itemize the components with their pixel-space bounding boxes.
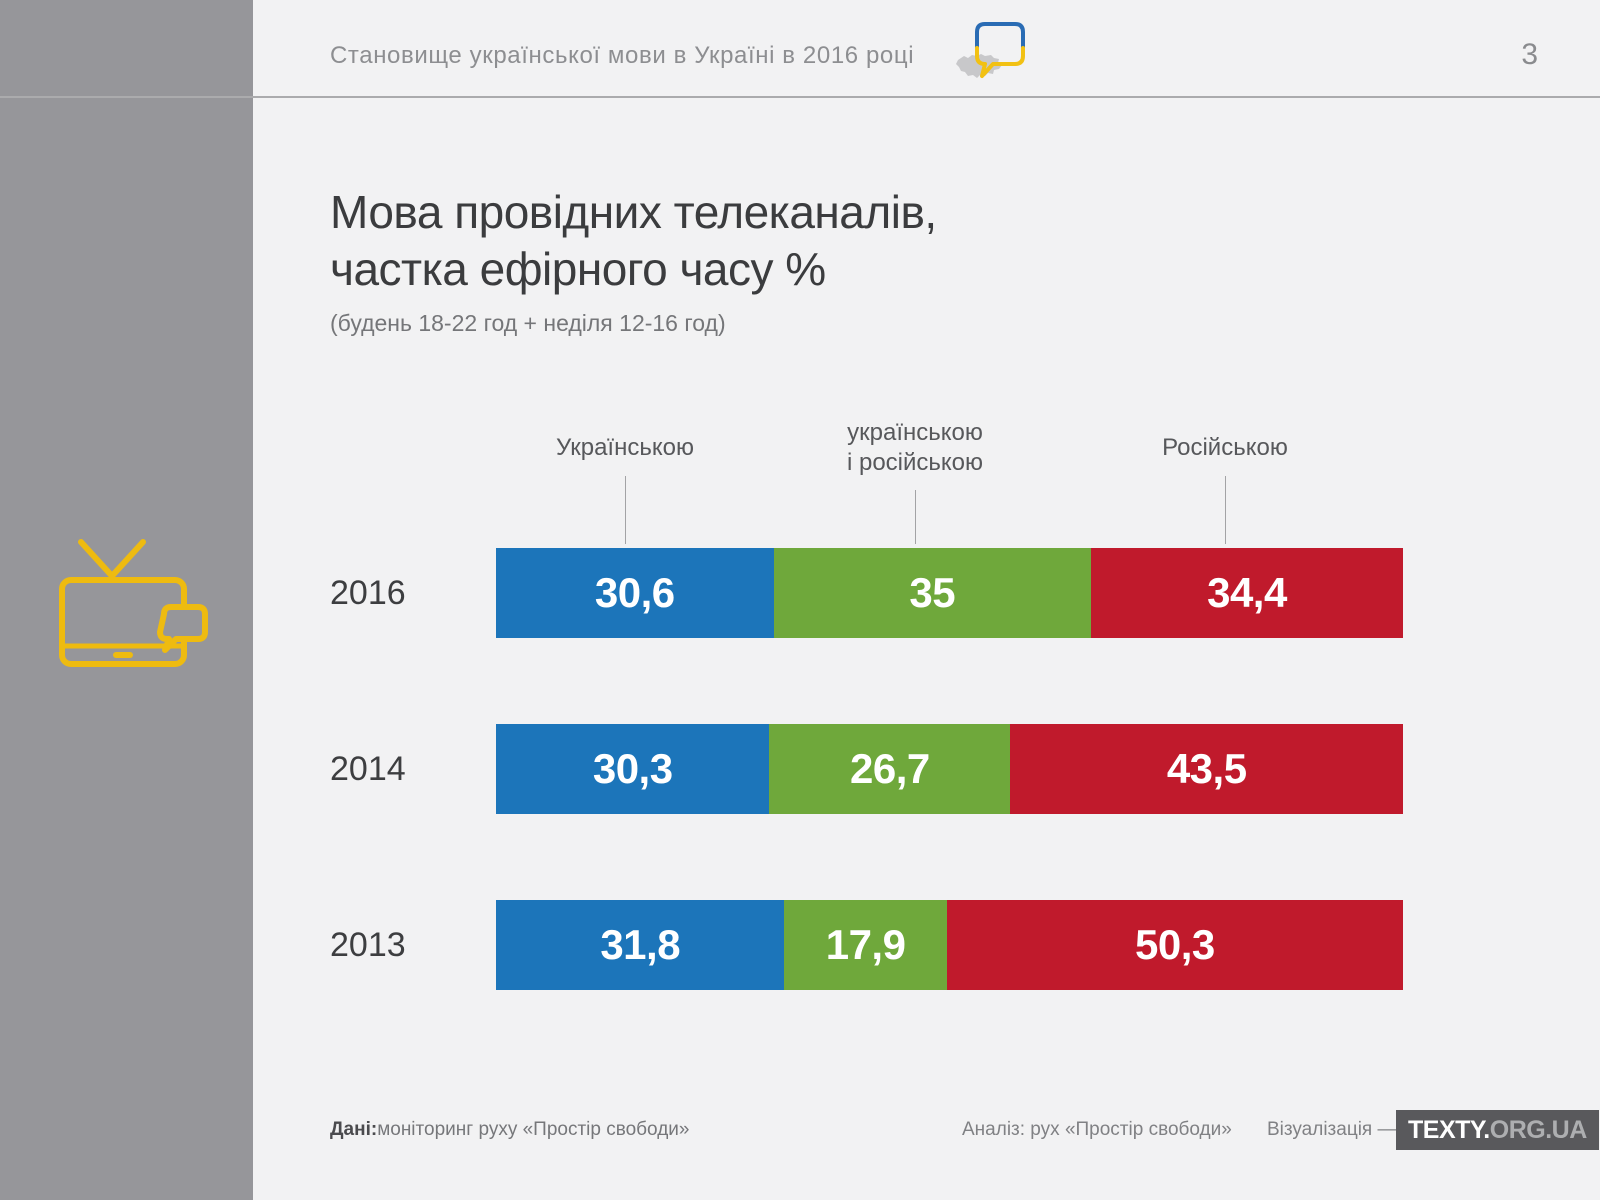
footer-data-label: Дані: [330,1119,378,1140]
bar-segment-1: 26,7 [769,724,1011,814]
bar-row-2016: 2016 30,6 35 34,4 [330,548,1403,638]
bar-value: 31,8 [600,921,681,968]
bar-segment-0: 30,6 [496,548,774,638]
footer-data-text: моніторинг руху «Простір свободи» [377,1119,690,1140]
ukraine-speech-bubble-icon [948,14,1034,90]
bar-segment-2: 50,3 [946,900,1403,990]
stacked-bar: 31,8 17,9 50,3 [496,900,1403,990]
slide-header-title: Становище української мови в Україні в 2… [330,42,915,69]
legend-leader-line [915,490,916,544]
texty-logo-rest: ORG.UA [1489,1115,1588,1144]
bar-row-2014: 2014 30,3 26,7 43,5 [330,724,1403,814]
year-label: 2013 [330,926,406,964]
bar-value: 35 [909,569,956,616]
footer-visualization-label: Візуалізація — [1267,1119,1397,1140]
bar-value: 30,6 [594,569,675,616]
sidebar [0,0,253,1200]
legend-label-russian: Російською [1162,434,1288,461]
bar-segment-0: 30,3 [496,724,770,814]
footer: Дані: моніторинг руху «Простір свободи» … [0,1106,1600,1154]
texty-logo-badge: TEXTY. ORG.UA [1396,1110,1599,1150]
bar-value: 34,4 [1207,569,1287,616]
bar-segment-2: 43,5 [1010,724,1403,814]
bar-value: 30,3 [592,745,673,792]
header-divider [0,96,1600,98]
legend-label-mixed: українською і російською [846,419,984,476]
legend-label-ukrainian: Українською [556,434,694,461]
stacked-bar: 30,6 35 34,4 [496,548,1403,638]
bar-segment-2: 34,4 [1090,548,1403,638]
bar-segment-1: 35 [773,548,1091,638]
bar-row-2013: 2013 31,8 17,9 50,3 [330,900,1403,990]
chart-subtitle: (будень 18-22 год + неділя 12-16 год) [330,310,726,336]
page-number: 3 [1521,38,1538,71]
bar-segment-0: 31,8 [496,900,785,990]
footer-data-source: Дані: моніторинг руху «Простір свободи» [330,1106,689,1154]
bar-segment-1: 17,9 [784,900,947,990]
bar-value: 43,5 [1166,745,1247,792]
bar-value: 26,7 [850,745,930,792]
texty-logo-bold: TEXTY. [1408,1115,1490,1144]
footer-analysis: Аналіз: рух «Простір свободи» [962,1119,1232,1140]
chart-title-line2: частка ефірного часу % [330,243,826,296]
chart-title-line1: Мова провідних телеканалів, [330,186,937,238]
bar-value: 17,9 [825,921,906,968]
year-label: 2016 [330,574,406,612]
chart-title: Мова провідних телеканалів, частка ефірн… [330,184,937,298]
tv-speech-bubble-icon [48,520,218,690]
bar-value: 50,3 [1135,921,1215,968]
legend-leader-line [625,476,626,544]
year-label: 2014 [330,750,406,788]
stacked-bar: 30,3 26,7 43,5 [496,724,1403,814]
bar-rows: 2016 30,6 35 34,4 2014 30,3 26,7 43,5 2013 31,8 17… [330,548,1403,990]
legend-leader-line [1225,476,1226,544]
